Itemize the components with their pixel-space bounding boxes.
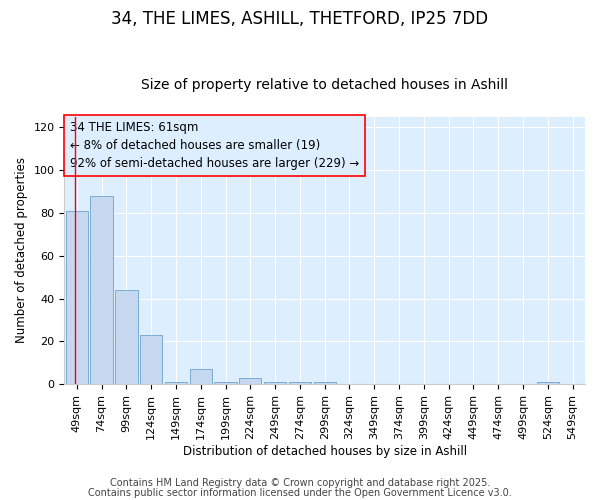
Bar — [190, 369, 212, 384]
Bar — [536, 382, 559, 384]
Title: Size of property relative to detached houses in Ashill: Size of property relative to detached ho… — [141, 78, 508, 92]
Text: Contains HM Land Registry data © Crown copyright and database right 2025.: Contains HM Land Registry data © Crown c… — [110, 478, 490, 488]
Y-axis label: Number of detached properties: Number of detached properties — [15, 158, 28, 344]
Bar — [115, 290, 137, 384]
Bar — [165, 382, 187, 384]
Text: 34 THE LIMES: 61sqm
← 8% of detached houses are smaller (19)
92% of semi-detache: 34 THE LIMES: 61sqm ← 8% of detached hou… — [70, 121, 359, 170]
Text: 34, THE LIMES, ASHILL, THETFORD, IP25 7DD: 34, THE LIMES, ASHILL, THETFORD, IP25 7D… — [112, 10, 488, 28]
Bar — [65, 211, 88, 384]
Bar — [314, 382, 336, 384]
Text: Contains public sector information licensed under the Open Government Licence v3: Contains public sector information licen… — [88, 488, 512, 498]
Bar — [214, 382, 236, 384]
Bar — [289, 382, 311, 384]
Bar — [239, 378, 262, 384]
X-axis label: Distribution of detached houses by size in Ashill: Distribution of detached houses by size … — [182, 444, 467, 458]
Bar — [264, 382, 286, 384]
Bar — [140, 335, 163, 384]
Bar — [91, 196, 113, 384]
